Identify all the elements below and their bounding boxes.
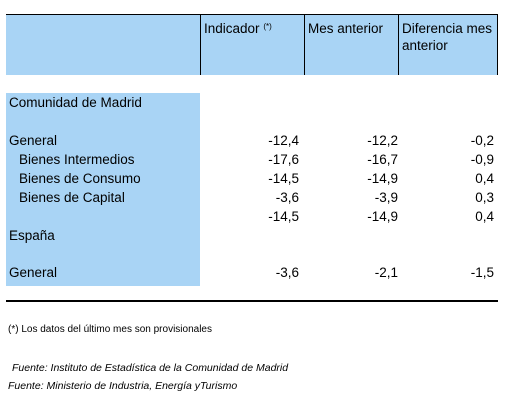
row-label: España (9, 228, 55, 243)
source: Fuente: Instituto de Estadística de la C… (12, 362, 289, 374)
value-cell: -14,5 (268, 171, 299, 186)
value-cell: -14,9 (367, 171, 398, 186)
top-border (6, 14, 498, 15)
row-sublabel: Bienes de Consumo (19, 171, 141, 186)
value-cell: 0,4 (475, 171, 494, 186)
column-divider (497, 14, 498, 75)
value-cell: -16,7 (367, 152, 398, 167)
header-indicator: Indicador (*) (204, 20, 272, 37)
footnote: (*) Los datos del último mes son provisi… (8, 324, 212, 335)
value-cell: 0,3 (475, 190, 494, 205)
value-cell: -14,9 (367, 209, 398, 224)
source: Fuente: Ministerio de Industria, Energía… (8, 380, 238, 392)
row-sublabel: Bienes de Capital (19, 190, 125, 205)
label-band (6, 93, 200, 286)
value-cell: -0,9 (470, 152, 494, 167)
row-label: General (9, 133, 58, 148)
value-cell: -3,6 (275, 190, 299, 205)
header-note: (*) (263, 22, 272, 31)
value-cell: -1,5 (470, 265, 494, 280)
row-label: General (9, 265, 58, 280)
column-divider (398, 14, 399, 75)
value-cell: -12,4 (268, 133, 299, 148)
value-cell: -2,1 (374, 265, 398, 280)
column-divider (200, 14, 201, 75)
value-cell: -3,6 (275, 265, 299, 280)
value-cell: 0,4 (475, 209, 494, 224)
row-label: Comunidad de Madrid (9, 95, 142, 110)
header-difference: Diferencia mes anterior (402, 21, 493, 53)
row-sublabel: Bienes Intermedios (19, 152, 135, 167)
value-cell: -14,5 (268, 209, 299, 224)
header-text: Indicador (204, 21, 260, 36)
bottom-border (6, 300, 498, 302)
column-divider (304, 14, 305, 75)
header-band (6, 14, 498, 75)
value-cell: -12,2 (367, 133, 398, 148)
value-cell: -17,6 (268, 152, 299, 167)
value-cell: -3,9 (374, 190, 398, 205)
header-previous: Mes anterior (308, 21, 384, 36)
value-cell: -0,2 (470, 133, 494, 148)
